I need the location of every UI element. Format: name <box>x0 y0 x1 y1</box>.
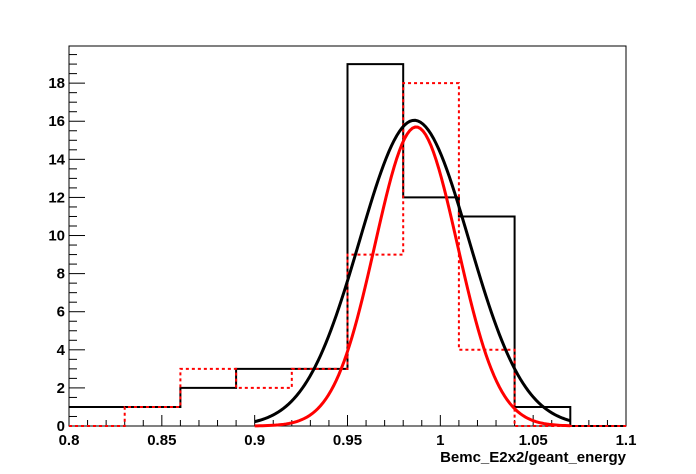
histogram-series-2 <box>69 82 626 427</box>
gaussian-fit-curve-2 <box>254 125 571 428</box>
y-tick-label: 4 <box>57 342 66 359</box>
x-tick-label: 0.8 <box>59 432 80 449</box>
histogram-series <box>69 63 626 427</box>
y-tick-label: 2 <box>57 380 65 397</box>
x-tick-label: 0.85 <box>147 432 176 449</box>
y-tick-label: 16 <box>48 113 65 130</box>
x-tick-label: 1.05 <box>519 432 548 449</box>
x-axis-title: Bemc_E2x2/geant_energy <box>440 449 627 466</box>
x-tick-label: 1 <box>436 432 444 449</box>
y-tick-label: 6 <box>57 304 65 321</box>
fit-curves <box>254 118 571 428</box>
y-tick-label: 8 <box>57 266 65 283</box>
y-tick-label: 10 <box>48 228 65 245</box>
y-tick-label: 18 <box>48 75 65 92</box>
y-tick-label: 14 <box>48 151 65 168</box>
x-tick-label: 0.95 <box>333 432 362 449</box>
x-tick-label: 1.1 <box>616 432 637 449</box>
y-tick-label: 12 <box>48 189 65 206</box>
gaussian-fit-curve-1 <box>254 118 571 424</box>
y-tick-label: 0 <box>57 418 65 435</box>
x-tick-label: 0.9 <box>244 432 265 449</box>
